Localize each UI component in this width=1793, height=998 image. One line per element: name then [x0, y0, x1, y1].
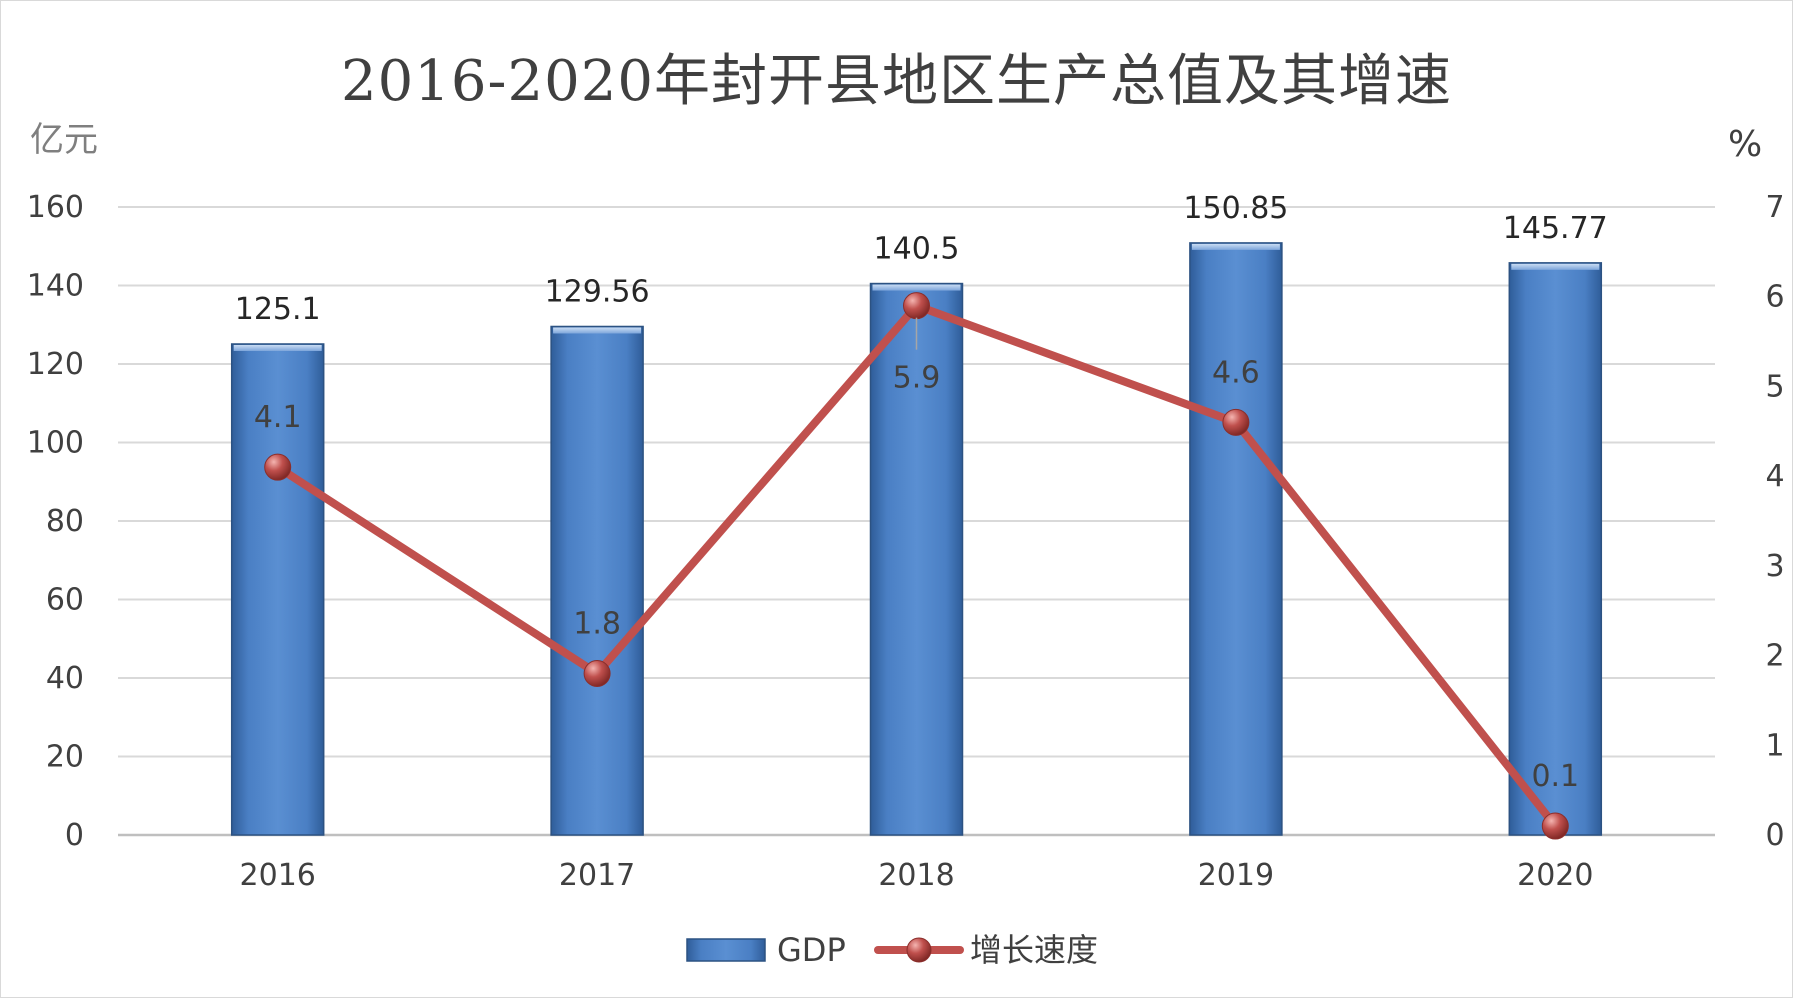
- y-left-tick-label: 160: [27, 190, 84, 225]
- bar-data-label: 125.1: [235, 292, 321, 327]
- x-tick-label: 2017: [559, 858, 635, 893]
- x-tick-label: 2020: [1517, 858, 1593, 893]
- y-right-tick-label: 2: [1765, 639, 1784, 674]
- bar-data-label: 145.77: [1503, 211, 1608, 246]
- y-left-tick-label: 40: [46, 661, 84, 696]
- legend-swatch-gdp: [686, 938, 766, 962]
- bar-gdp: [230, 343, 325, 836]
- y-right-tick-label: 4: [1765, 459, 1784, 494]
- bar-gdp-top: [553, 327, 642, 334]
- line-data-label: 1.8: [573, 607, 621, 642]
- line-data-label: 5.9: [893, 361, 941, 396]
- legend-label-growth: 增长速度: [970, 931, 1098, 969]
- bar-data-label: 150.85: [1183, 191, 1288, 226]
- bar-gdp: [1189, 242, 1283, 836]
- growth-marker: [264, 453, 292, 481]
- bar-data-label: 129.56: [545, 274, 650, 309]
- x-tick-label: 2019: [1198, 858, 1274, 893]
- y-axis-left-unit: 亿元: [30, 120, 98, 160]
- bar-gdp: [550, 325, 644, 836]
- chart-title: 2016-2020年封开县地区生产总值及其增速: [341, 49, 1452, 114]
- y-right-tick-label: 6: [1765, 280, 1784, 315]
- growth-marker: [1222, 408, 1250, 436]
- y-left-tick-label: 20: [46, 740, 84, 775]
- bar-gdp: [869, 282, 964, 836]
- y-right-tick-label: 7: [1765, 190, 1784, 225]
- line-data-label: 4.6: [1212, 355, 1260, 390]
- y-right-tick-label: 0: [1765, 818, 1784, 853]
- y-left-tick-label: 140: [27, 269, 84, 304]
- y-axis-right-unit: %: [1728, 124, 1763, 165]
- x-tick-label: 2018: [878, 858, 954, 893]
- y-right-tick-label: 5: [1765, 369, 1784, 404]
- y-left-tick-label: 120: [27, 347, 84, 382]
- bar-gdp-top: [1511, 263, 1600, 270]
- legend-swatch-growth-marker: [906, 937, 932, 963]
- growth-marker: [1541, 812, 1569, 840]
- bar-gdp-top: [1191, 243, 1280, 250]
- growth-marker: [903, 292, 930, 320]
- bar-gdp-top: [233, 344, 322, 351]
- x-tick-label: 2016: [240, 858, 316, 893]
- bar-data-label: 140.5: [874, 232, 960, 267]
- y-left-tick-label: 0: [65, 818, 84, 853]
- line-data-label: 4.1: [254, 400, 302, 435]
- legend-label-gdp: GDP: [777, 931, 846, 969]
- y-left-tick-label: 100: [27, 426, 84, 461]
- y-left-tick-label: 60: [46, 583, 84, 618]
- growth-marker: [583, 660, 611, 688]
- bar-gdp-top: [872, 284, 961, 291]
- y-left-tick-label: 80: [46, 504, 84, 539]
- y-right-tick-label: 3: [1765, 549, 1784, 584]
- bar-gdp: [1508, 262, 1603, 836]
- y-right-tick-label: 1: [1765, 728, 1784, 763]
- line-data-label: 0.1: [1531, 759, 1579, 794]
